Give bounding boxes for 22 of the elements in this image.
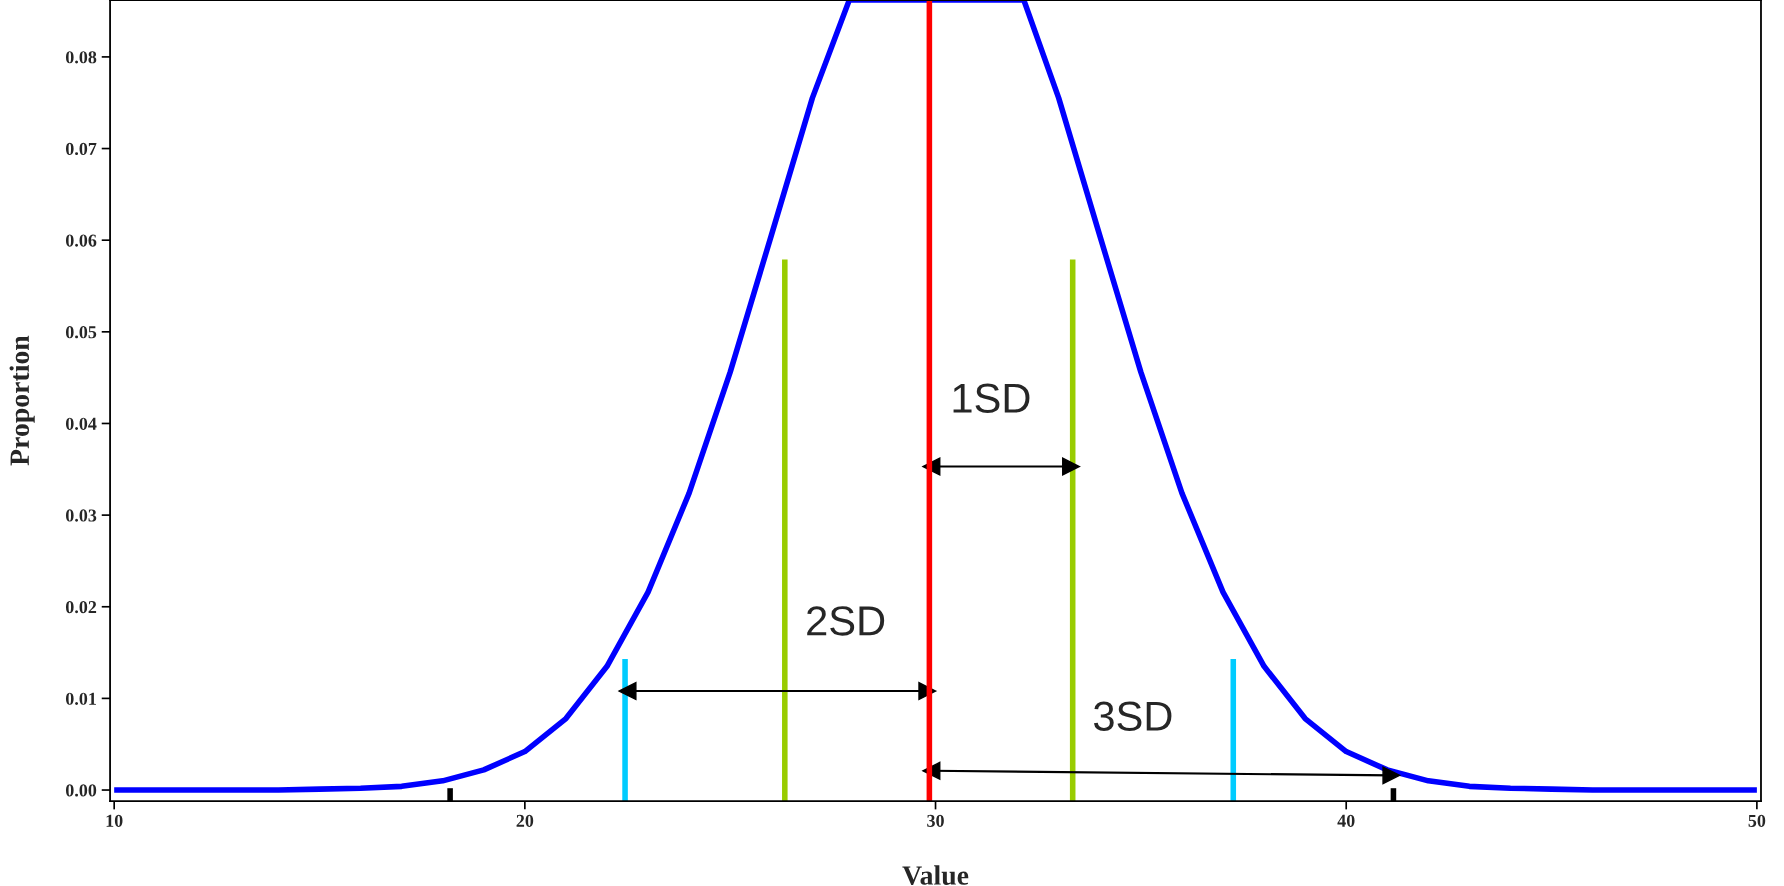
y-tick-label: 0.07: [65, 142, 97, 156]
y-tick-label: 0.06: [65, 234, 97, 247]
y-tick-label: 0.03: [65, 509, 97, 522]
x-tick-label: 50: [1748, 814, 1766, 827]
x-tick-label: 20: [516, 814, 534, 827]
x-tick-label: 30: [927, 814, 944, 827]
y-tick-label: 0.04: [65, 417, 97, 430]
y-tick-label: 0.01: [65, 692, 96, 705]
x-axis-title: Value: [902, 865, 969, 886]
x-tick-label: 40: [1337, 814, 1355, 827]
x-tick-label: 10: [106, 814, 123, 827]
y-tick-label: 0.02: [65, 601, 97, 614]
annotation: 3SD: [1093, 701, 1172, 731]
point: [1382, 766, 1401, 785]
y-tick-label: 0.05: [65, 326, 97, 339]
y-axis-title: Proportion: [9, 335, 35, 466]
point: [1062, 457, 1081, 476]
y-tick-label: 0.00: [65, 784, 97, 797]
annotation: 2SD: [807, 606, 885, 636]
point: [618, 682, 637, 701]
annotation: 1SD: [953, 383, 1030, 413]
y-tick-label: 0.08: [65, 51, 97, 64]
